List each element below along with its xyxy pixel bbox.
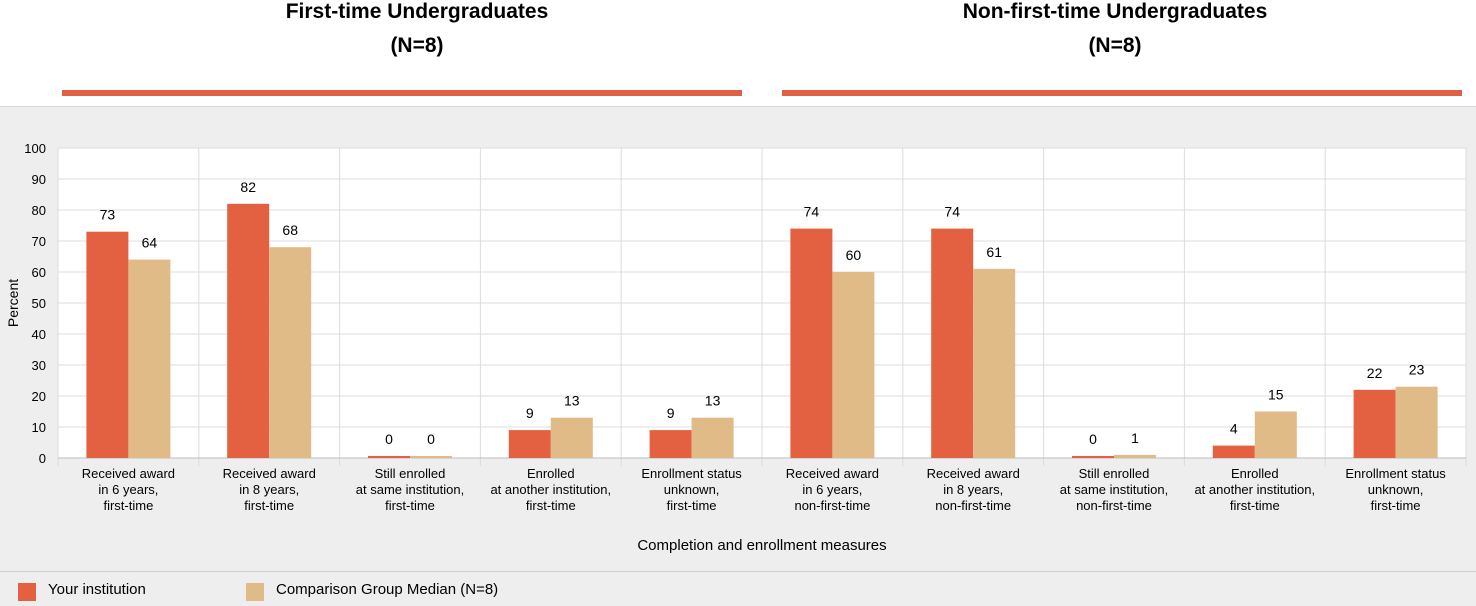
bar-institution [1353, 389, 1396, 458]
data-label: 22 [1367, 365, 1383, 381]
y-tick-label: 30 [32, 358, 46, 373]
x-tick-label: first-time [103, 498, 153, 513]
y-tick-label: 20 [32, 389, 46, 404]
x-tick-label: Enrolled [527, 466, 575, 481]
legend-label-institution: Your institution [48, 581, 146, 598]
data-label: 74 [804, 204, 820, 220]
bar-institution [931, 228, 974, 458]
legend-swatch-institution [18, 583, 36, 601]
group-title-non-first-time: Non-first-time Undergraduates (N=8) [765, 0, 1465, 58]
x-tick-label: first-time [1230, 498, 1280, 513]
data-label: 0 [1089, 431, 1097, 447]
data-label: 13 [705, 393, 721, 409]
data-label: 9 [667, 405, 675, 421]
bar-median [691, 417, 734, 458]
data-label: 15 [1268, 387, 1284, 403]
y-tick-label: 60 [32, 265, 46, 280]
bar-median [973, 268, 1016, 458]
x-tick-label: Received award [927, 466, 1020, 481]
y-tick-label: 50 [32, 296, 46, 311]
x-tick-label: Received award [786, 466, 879, 481]
x-tick-label: at another institution, [1194, 482, 1315, 497]
x-tick-label: in 8 years, [943, 482, 1003, 497]
x-tick-label: Received award [223, 466, 316, 481]
x-tick-label: Still enrolled [1079, 466, 1150, 481]
data-label: 82 [240, 179, 256, 195]
data-label: 0 [385, 431, 393, 447]
legend: Your institution Comparison Group Median… [0, 571, 1476, 606]
bar-median [1254, 411, 1297, 458]
bar-institution [368, 456, 410, 458]
x-tick-label: Received award [82, 466, 175, 481]
x-tick-label: non-first-time [935, 498, 1011, 513]
data-label: 13 [564, 393, 580, 409]
x-tick-label: non-first-time [794, 498, 870, 513]
x-tick-label: unknown, [1368, 482, 1424, 497]
y-tick-label: 90 [32, 172, 46, 187]
x-tick-label: first-time [667, 498, 717, 513]
x-tick-label: non-first-time [1076, 498, 1152, 513]
group-subtitle-text: (N=8) [1088, 34, 1142, 57]
y-tick-label: 70 [32, 234, 46, 249]
y-tick-label: 80 [32, 203, 46, 218]
x-tick-label: in 6 years, [802, 482, 862, 497]
bar-median [550, 417, 593, 458]
data-label: 60 [846, 247, 862, 263]
group-divider-non-first-time [782, 90, 1462, 96]
data-label: 68 [282, 222, 298, 238]
y-axis-title: Percent [5, 279, 21, 327]
data-label: 4 [1230, 421, 1238, 437]
bar-median [1395, 386, 1438, 458]
bar-institution [86, 231, 129, 458]
x-tick-label: first-time [244, 498, 294, 513]
x-tick-label: first-time [526, 498, 576, 513]
group-title-text: Non-first-time Undergraduates [962, 0, 1268, 23]
x-tick-label: in 8 years, [239, 482, 299, 497]
x-tick-label: in 6 years, [98, 482, 158, 497]
data-label: 73 [100, 207, 116, 223]
legend-swatch-median [246, 583, 264, 601]
bar-institution [508, 430, 551, 458]
bar-institution [227, 203, 270, 458]
bar-institution [1212, 445, 1255, 458]
group-title-text: First-time Undergraduates [285, 0, 549, 23]
group-divider-first-time [62, 90, 742, 96]
bar-median [269, 247, 312, 458]
x-tick-label: first-time [385, 498, 435, 513]
data-label: 9 [526, 405, 534, 421]
legend-label-median: Comparison Group Median (N=8) [276, 581, 499, 598]
group-subtitle-text: (N=8) [390, 34, 444, 57]
data-label: 0 [427, 431, 435, 447]
bar-institution [649, 430, 692, 458]
x-tick-label: first-time [1371, 498, 1421, 513]
x-tick-label: Enrolled [1231, 466, 1279, 481]
y-tick-label: 10 [32, 420, 46, 435]
x-tick-label: at same institution, [356, 482, 464, 497]
bar-median [128, 259, 171, 458]
chart-header: First-time Undergraduates (N=8) Non-firs… [0, 0, 1476, 106]
y-tick-label: 0 [39, 451, 46, 466]
y-tick-label: 100 [24, 141, 46, 156]
x-tick-label: Enrollment status [1345, 466, 1446, 481]
data-label: 23 [1409, 362, 1425, 378]
data-label: 61 [986, 244, 1002, 260]
data-label: 64 [142, 235, 158, 251]
bar-median [410, 456, 452, 458]
data-label: 74 [944, 204, 960, 220]
x-tick-label: unknown, [664, 482, 720, 497]
x-tick-label: at same institution, [1060, 482, 1168, 497]
x-tick-label: Enrollment status [641, 466, 742, 481]
bar-median [832, 272, 875, 458]
bar-median [1114, 454, 1156, 458]
x-tick-label: at another institution, [490, 482, 611, 497]
group-title-first-time: First-time Undergraduates (N=8) [67, 0, 767, 58]
data-label: 1 [1131, 430, 1139, 446]
bar-institution [790, 228, 833, 458]
bar-institution [1072, 456, 1114, 458]
x-tick-label: Still enrolled [375, 466, 446, 481]
y-tick-label: 40 [32, 327, 46, 342]
x-axis-title: Completion and enrollment measures [637, 537, 886, 554]
